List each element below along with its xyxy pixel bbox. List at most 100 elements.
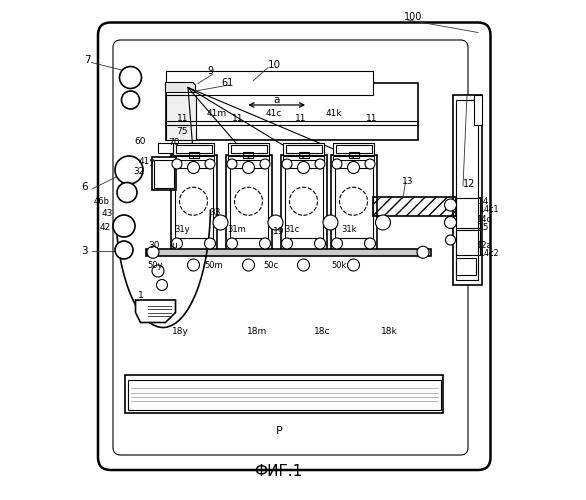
Circle shape <box>445 216 456 228</box>
Circle shape <box>376 215 390 230</box>
Circle shape <box>205 159 215 169</box>
Text: 15: 15 <box>478 223 490 232</box>
Text: a: a <box>274 95 280 105</box>
Bar <box>244 152 254 158</box>
Circle shape <box>298 162 309 173</box>
Text: 75: 75 <box>176 126 188 136</box>
Polygon shape <box>165 82 196 92</box>
Text: 11: 11 <box>295 114 306 123</box>
Circle shape <box>113 215 135 237</box>
Text: 14: 14 <box>478 196 490 205</box>
Text: 70: 70 <box>168 138 180 147</box>
Bar <box>455 100 478 280</box>
Text: 42: 42 <box>100 223 111 232</box>
Bar <box>165 82 418 140</box>
Circle shape <box>323 215 338 230</box>
Text: 31m: 31m <box>227 224 246 234</box>
Text: 31c: 31c <box>284 224 299 234</box>
Bar <box>173 156 214 160</box>
Bar <box>453 95 482 285</box>
Text: 50c: 50c <box>263 262 278 270</box>
Text: 10: 10 <box>268 60 281 70</box>
Bar <box>228 142 269 155</box>
Bar <box>226 155 271 252</box>
Text: 18y: 18y <box>172 326 189 336</box>
Bar <box>125 375 443 412</box>
Bar <box>158 142 173 152</box>
Bar <box>128 380 441 410</box>
Polygon shape <box>474 95 482 125</box>
Text: 50y: 50y <box>148 262 163 270</box>
Circle shape <box>364 238 376 249</box>
Circle shape <box>417 246 429 258</box>
Circle shape <box>281 238 292 249</box>
Text: 32: 32 <box>133 166 145 175</box>
Circle shape <box>260 238 271 249</box>
Bar <box>152 158 176 190</box>
Text: 41k: 41k <box>326 109 342 118</box>
Text: 100: 100 <box>404 12 422 22</box>
Bar <box>455 230 479 255</box>
Text: 14c: 14c <box>476 214 492 224</box>
Text: 19: 19 <box>273 226 285 235</box>
Circle shape <box>120 66 141 88</box>
Circle shape <box>205 238 216 249</box>
Text: 6: 6 <box>81 182 88 192</box>
Text: 33: 33 <box>210 208 222 217</box>
Text: 43: 43 <box>101 210 113 218</box>
Circle shape <box>243 259 254 271</box>
Circle shape <box>268 215 283 230</box>
Text: 41c: 41c <box>266 109 282 118</box>
Circle shape <box>347 259 359 271</box>
Circle shape <box>332 238 342 249</box>
Bar <box>455 198 479 228</box>
Text: u: u <box>171 240 177 250</box>
Text: P: P <box>275 426 282 436</box>
Text: 50m: 50m <box>205 262 223 270</box>
Circle shape <box>147 246 159 258</box>
Bar <box>298 152 308 158</box>
Circle shape <box>298 259 309 271</box>
Circle shape <box>260 159 270 169</box>
Bar <box>285 145 322 152</box>
Text: 60: 60 <box>135 136 146 145</box>
Text: ФИГ.1: ФИГ.1 <box>254 464 302 478</box>
Text: 14c2: 14c2 <box>479 250 499 258</box>
Circle shape <box>115 156 143 184</box>
Bar <box>171 155 216 252</box>
Bar <box>331 155 376 252</box>
Text: 50k: 50k <box>331 262 347 270</box>
Text: 11: 11 <box>177 114 189 123</box>
Text: 41y: 41y <box>139 156 155 166</box>
Text: 13: 13 <box>402 176 414 186</box>
Text: 41m: 41m <box>207 109 227 118</box>
Bar <box>284 168 322 238</box>
Text: 11: 11 <box>232 114 244 123</box>
Text: 7: 7 <box>84 55 90 65</box>
Text: 18k: 18k <box>381 326 397 336</box>
Bar <box>230 168 267 238</box>
Bar <box>455 258 475 275</box>
Circle shape <box>315 238 325 249</box>
Bar <box>228 156 269 160</box>
Bar <box>175 145 212 152</box>
Circle shape <box>243 162 254 173</box>
Text: 18c: 18c <box>314 326 331 336</box>
Text: 14c1: 14c1 <box>479 206 499 214</box>
Text: 11: 11 <box>366 114 378 123</box>
Bar <box>333 156 374 160</box>
Bar <box>283 142 324 155</box>
Text: 61: 61 <box>221 78 233 88</box>
Text: 31y: 31y <box>174 224 190 234</box>
Bar <box>175 168 213 238</box>
Bar <box>189 152 199 158</box>
Bar <box>230 145 267 152</box>
Text: 9: 9 <box>207 66 213 76</box>
Text: 46b: 46b <box>94 196 110 205</box>
Text: 3: 3 <box>81 246 87 256</box>
Circle shape <box>315 159 325 169</box>
Text: 30: 30 <box>148 240 160 250</box>
Circle shape <box>347 162 359 173</box>
Circle shape <box>152 265 164 277</box>
FancyBboxPatch shape <box>98 22 490 470</box>
